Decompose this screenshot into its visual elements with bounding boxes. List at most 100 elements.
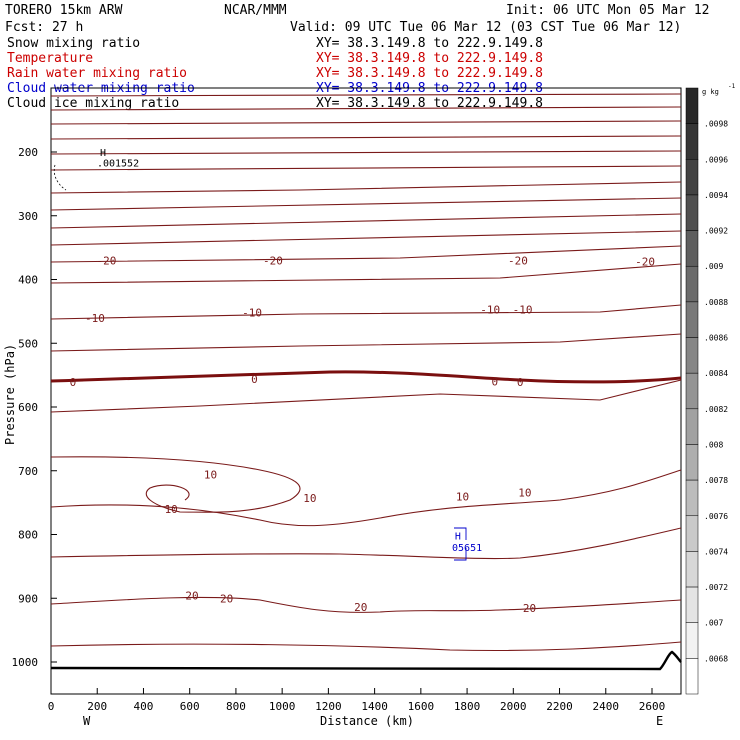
valid-time: Valid: 09 UTC Tue 06 Mar 12 (03 CST Tue … [290, 20, 681, 35]
y-axis-ticks: 200 300 400 500 600 700 800 900 1000 [12, 146, 57, 669]
isotherm-line [50, 263, 682, 284]
colorbar-label: .0076 [704, 512, 728, 521]
field-name: Snow mixing ratio [7, 36, 140, 51]
isotherm-line [50, 165, 682, 171]
model-title: TORERO 15km ARW [5, 3, 123, 18]
isotherm-label: 20 [220, 592, 233, 605]
extremum-label: H [455, 532, 461, 543]
colorbar-label: .0086 [704, 334, 728, 343]
colorbar-segment [685, 194, 699, 231]
x-tick-label: 2000 [500, 700, 527, 713]
colorbar-label: .0072 [704, 583, 728, 592]
colorbar-segment [685, 622, 699, 659]
y-tick-label: 700 [18, 465, 38, 478]
isotherm-line [50, 641, 682, 652]
isotherm-line [50, 245, 682, 263]
colorbar-label: .0084 [704, 369, 728, 378]
colorbar-unit: g kg [702, 88, 719, 96]
terrain [50, 650, 682, 671]
field-name: Rain water mixing ratio [7, 66, 187, 81]
isotherm-label: -20 [635, 256, 655, 269]
x-tick-label: 400 [134, 700, 154, 713]
cloud-water-contour [454, 527, 467, 561]
isotherm-line [50, 230, 682, 246]
isotherm-line [50, 150, 682, 155]
zero-isotherm [50, 370, 682, 384]
isotherm-label: 20 [523, 602, 536, 615]
colorbar-segment [685, 479, 699, 517]
isotherm-label: 0 [492, 376, 499, 389]
extremum-label: H [100, 148, 106, 159]
isotherm-line [50, 106, 682, 111]
field-list: Snow mixing ratio XY= 38.3.149.8 to 222.9… [7, 36, 543, 111]
y-tick-label: 800 [18, 529, 38, 542]
x-axis-ticks: 0 200 400 600 800 1000 1200 1400 1600 1800 2000 220… [48, 688, 665, 713]
isotherm-label: -10 [85, 312, 105, 325]
isotherm-label: 0 [70, 376, 77, 389]
colorbar-segment [685, 159, 699, 196]
colorbar-label: .0068 [704, 654, 728, 663]
field-name: Cloud ice mixing ratio [7, 96, 179, 111]
isotherms [50, 93, 682, 652]
isotherm-label: 10 [518, 486, 531, 499]
isotherm-label: 20 [354, 601, 367, 614]
terrain-line [50, 650, 682, 671]
isotherm-line [50, 596, 682, 613]
colorbar-segment [685, 372, 699, 410]
colorbar-label: .0092 [704, 227, 728, 236]
isotherm-line [50, 456, 301, 513]
isotherm-label: 0 [251, 373, 258, 386]
isotherm-label: -10 [242, 307, 262, 320]
x-tick-label: 1000 [269, 700, 296, 713]
isotherm-line [50, 213, 682, 229]
y-tick-label: 600 [18, 401, 38, 414]
x-tick-label: 600 [180, 700, 200, 713]
colorbar-label: .008 [704, 440, 723, 449]
init-time: Init: 06 UTC Mon 05 Mar 12 [506, 3, 710, 18]
colorbar-segment [685, 515, 699, 552]
isotherm-line [50, 469, 682, 527]
x-tick-label: 1800 [454, 700, 481, 713]
x-tick-label: 1200 [315, 700, 342, 713]
isotherm-label: -20 [97, 254, 117, 267]
colorbar-label: .0088 [704, 298, 728, 307]
x-tick-label: 800 [226, 700, 246, 713]
plot-area: -20 -20 -20 -20 -10 -10 -10 -10 0 0 0 0 10 10 10 10 10 20… [12, 87, 682, 713]
colorbar-label: .0098 [704, 120, 728, 129]
forecast-hour: Fcst: 27 h [5, 20, 83, 35]
isotherm-label: -10 [480, 303, 500, 316]
isotherm-line [50, 135, 682, 140]
isotherm-label: 10 [204, 469, 217, 482]
x-tick-label: 1600 [408, 700, 435, 713]
colorbar-segment [685, 337, 699, 374]
colorbar-unit-exponent: -1 [728, 83, 736, 90]
isotherm-label: -20 [508, 254, 528, 267]
y-tick-label: 300 [18, 210, 38, 223]
x-tick-label: 2200 [546, 700, 573, 713]
field-xy-range: XY= 38.3.149.8 to 222.9.149.8 [316, 36, 543, 51]
colorbar-segment [685, 301, 699, 338]
isotherm-line [50, 181, 682, 194]
org-title: NCAR/MMM [224, 3, 287, 18]
y-tick-label: 200 [18, 146, 38, 159]
isotherm-label: 10 [456, 490, 469, 503]
y-tick-label: 500 [18, 337, 38, 350]
colorbar-segment [685, 658, 699, 695]
colorbar-segment [685, 586, 699, 623]
colorbar-label: .0096 [704, 155, 728, 164]
x-tick-label: 1400 [361, 700, 388, 713]
colorbar-segment [685, 444, 699, 481]
isotherm-label: 20 [185, 590, 198, 603]
extremum-label: .001552 [97, 159, 139, 170]
isotherm-line [50, 333, 682, 352]
isotherm-label: 10 [303, 492, 316, 505]
extremum-label: 05651 [452, 543, 482, 554]
field-xy-range: XY= 38.3.149.8 to 222.9.149.8 [316, 51, 543, 66]
colorbar-label: .0094 [704, 191, 728, 200]
colorbar-label: .0082 [704, 405, 728, 414]
isotherm-line [50, 379, 682, 413]
x-axis-east-label: E [656, 714, 663, 728]
isotherm-line [50, 120, 682, 125]
